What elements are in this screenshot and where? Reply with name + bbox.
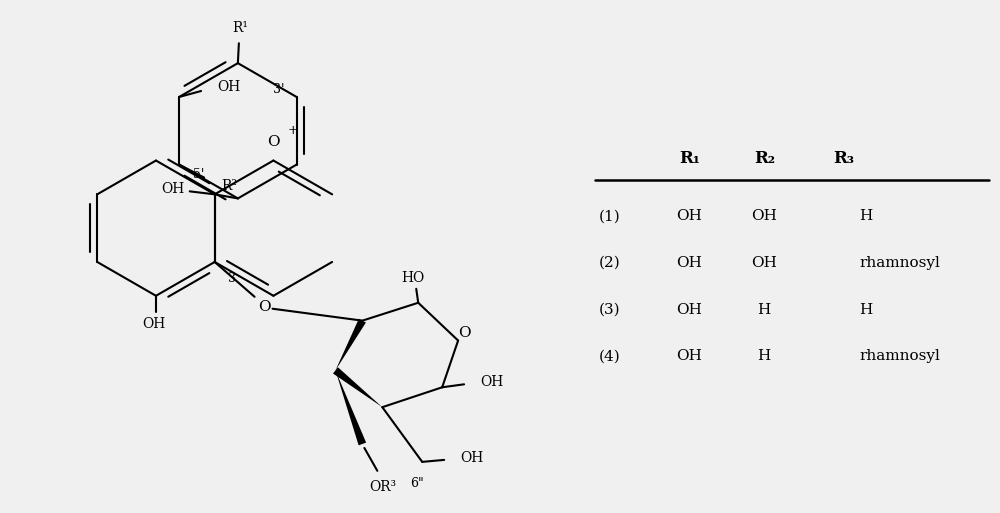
Text: 3': 3' <box>273 83 285 95</box>
Text: OH: OH <box>677 349 702 363</box>
Text: R₁: R₁ <box>679 150 700 167</box>
Text: OR³: OR³ <box>369 480 396 494</box>
Polygon shape <box>335 319 366 370</box>
Text: +: + <box>288 124 299 137</box>
Text: OH: OH <box>751 256 777 270</box>
Text: R²: R² <box>221 180 237 193</box>
Text: O: O <box>258 300 271 314</box>
Text: 5': 5' <box>193 168 204 181</box>
Text: H: H <box>758 349 771 363</box>
Text: OH: OH <box>161 182 184 196</box>
Text: R¹: R¹ <box>232 22 248 35</box>
Text: (3): (3) <box>599 303 621 317</box>
Text: rhamnosyl: rhamnosyl <box>859 256 940 270</box>
Text: H: H <box>859 209 872 223</box>
Text: OH: OH <box>677 209 702 223</box>
Text: (1): (1) <box>599 209 621 223</box>
Text: OH: OH <box>460 451 483 465</box>
Text: OH: OH <box>751 209 777 223</box>
Text: OH: OH <box>217 80 240 94</box>
Text: O: O <box>267 134 280 149</box>
Text: OH: OH <box>480 376 503 389</box>
Text: OH: OH <box>677 303 702 317</box>
Text: OH: OH <box>677 256 702 270</box>
Text: rhamnosyl: rhamnosyl <box>859 349 940 363</box>
Text: R₂: R₂ <box>754 150 775 167</box>
Text: H: H <box>859 303 872 317</box>
Polygon shape <box>335 370 366 445</box>
Text: O: O <box>458 326 470 340</box>
Polygon shape <box>333 367 382 407</box>
Text: (4): (4) <box>599 349 621 363</box>
Text: R₃: R₃ <box>834 150 855 167</box>
Text: OH: OH <box>142 317 166 331</box>
Text: HO: HO <box>402 271 425 285</box>
Text: H: H <box>758 303 771 317</box>
Text: (2): (2) <box>599 256 621 270</box>
Text: 6": 6" <box>410 477 424 490</box>
Text: 3: 3 <box>228 272 236 285</box>
